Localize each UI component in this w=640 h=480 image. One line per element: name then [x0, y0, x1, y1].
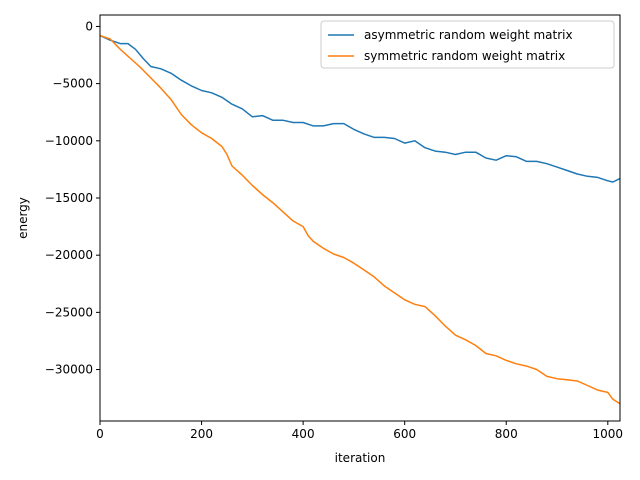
series-line-asymmetric [100, 34, 620, 183]
x-tick-label: 400 [292, 427, 315, 441]
series-line-symmetric [100, 34, 620, 405]
legend-label-symmetric: symmetric random weight matrix [364, 49, 565, 63]
legend-label-asymmetric: asymmetric random weight matrix [364, 28, 573, 42]
legend-box [320, 20, 615, 69]
x-axis-ticks: 0 200 400 600 800 1000 [96, 421, 623, 441]
y-tick-label: −5000 [52, 77, 93, 91]
x-axis-label: iteration [335, 451, 386, 465]
y-axis-label: energy [16, 197, 30, 239]
plot-frame [99, 14, 621, 422]
y-tick-label: −15000 [45, 191, 93, 205]
y-tick-label: 0 [85, 19, 93, 33]
y-axis-ticks: 0 −5000 −10000 −15000 −20000 −25000 −30000 [45, 19, 100, 377]
y-tick-label: −20000 [45, 248, 93, 262]
series-layer [100, 34, 620, 405]
y-tick-label: −30000 [45, 363, 93, 377]
x-tick-label: 200 [190, 427, 213, 441]
legend: asymmetric random weight matrix symmetric… [320, 20, 615, 69]
y-tick-label: −10000 [45, 134, 93, 148]
x-tick-label: 1000 [593, 427, 624, 441]
x-tick-label: 0 [96, 427, 104, 441]
y-tick-label: −25000 [45, 305, 93, 319]
x-tick-label: 600 [393, 427, 416, 441]
x-tick-label: 800 [495, 427, 518, 441]
